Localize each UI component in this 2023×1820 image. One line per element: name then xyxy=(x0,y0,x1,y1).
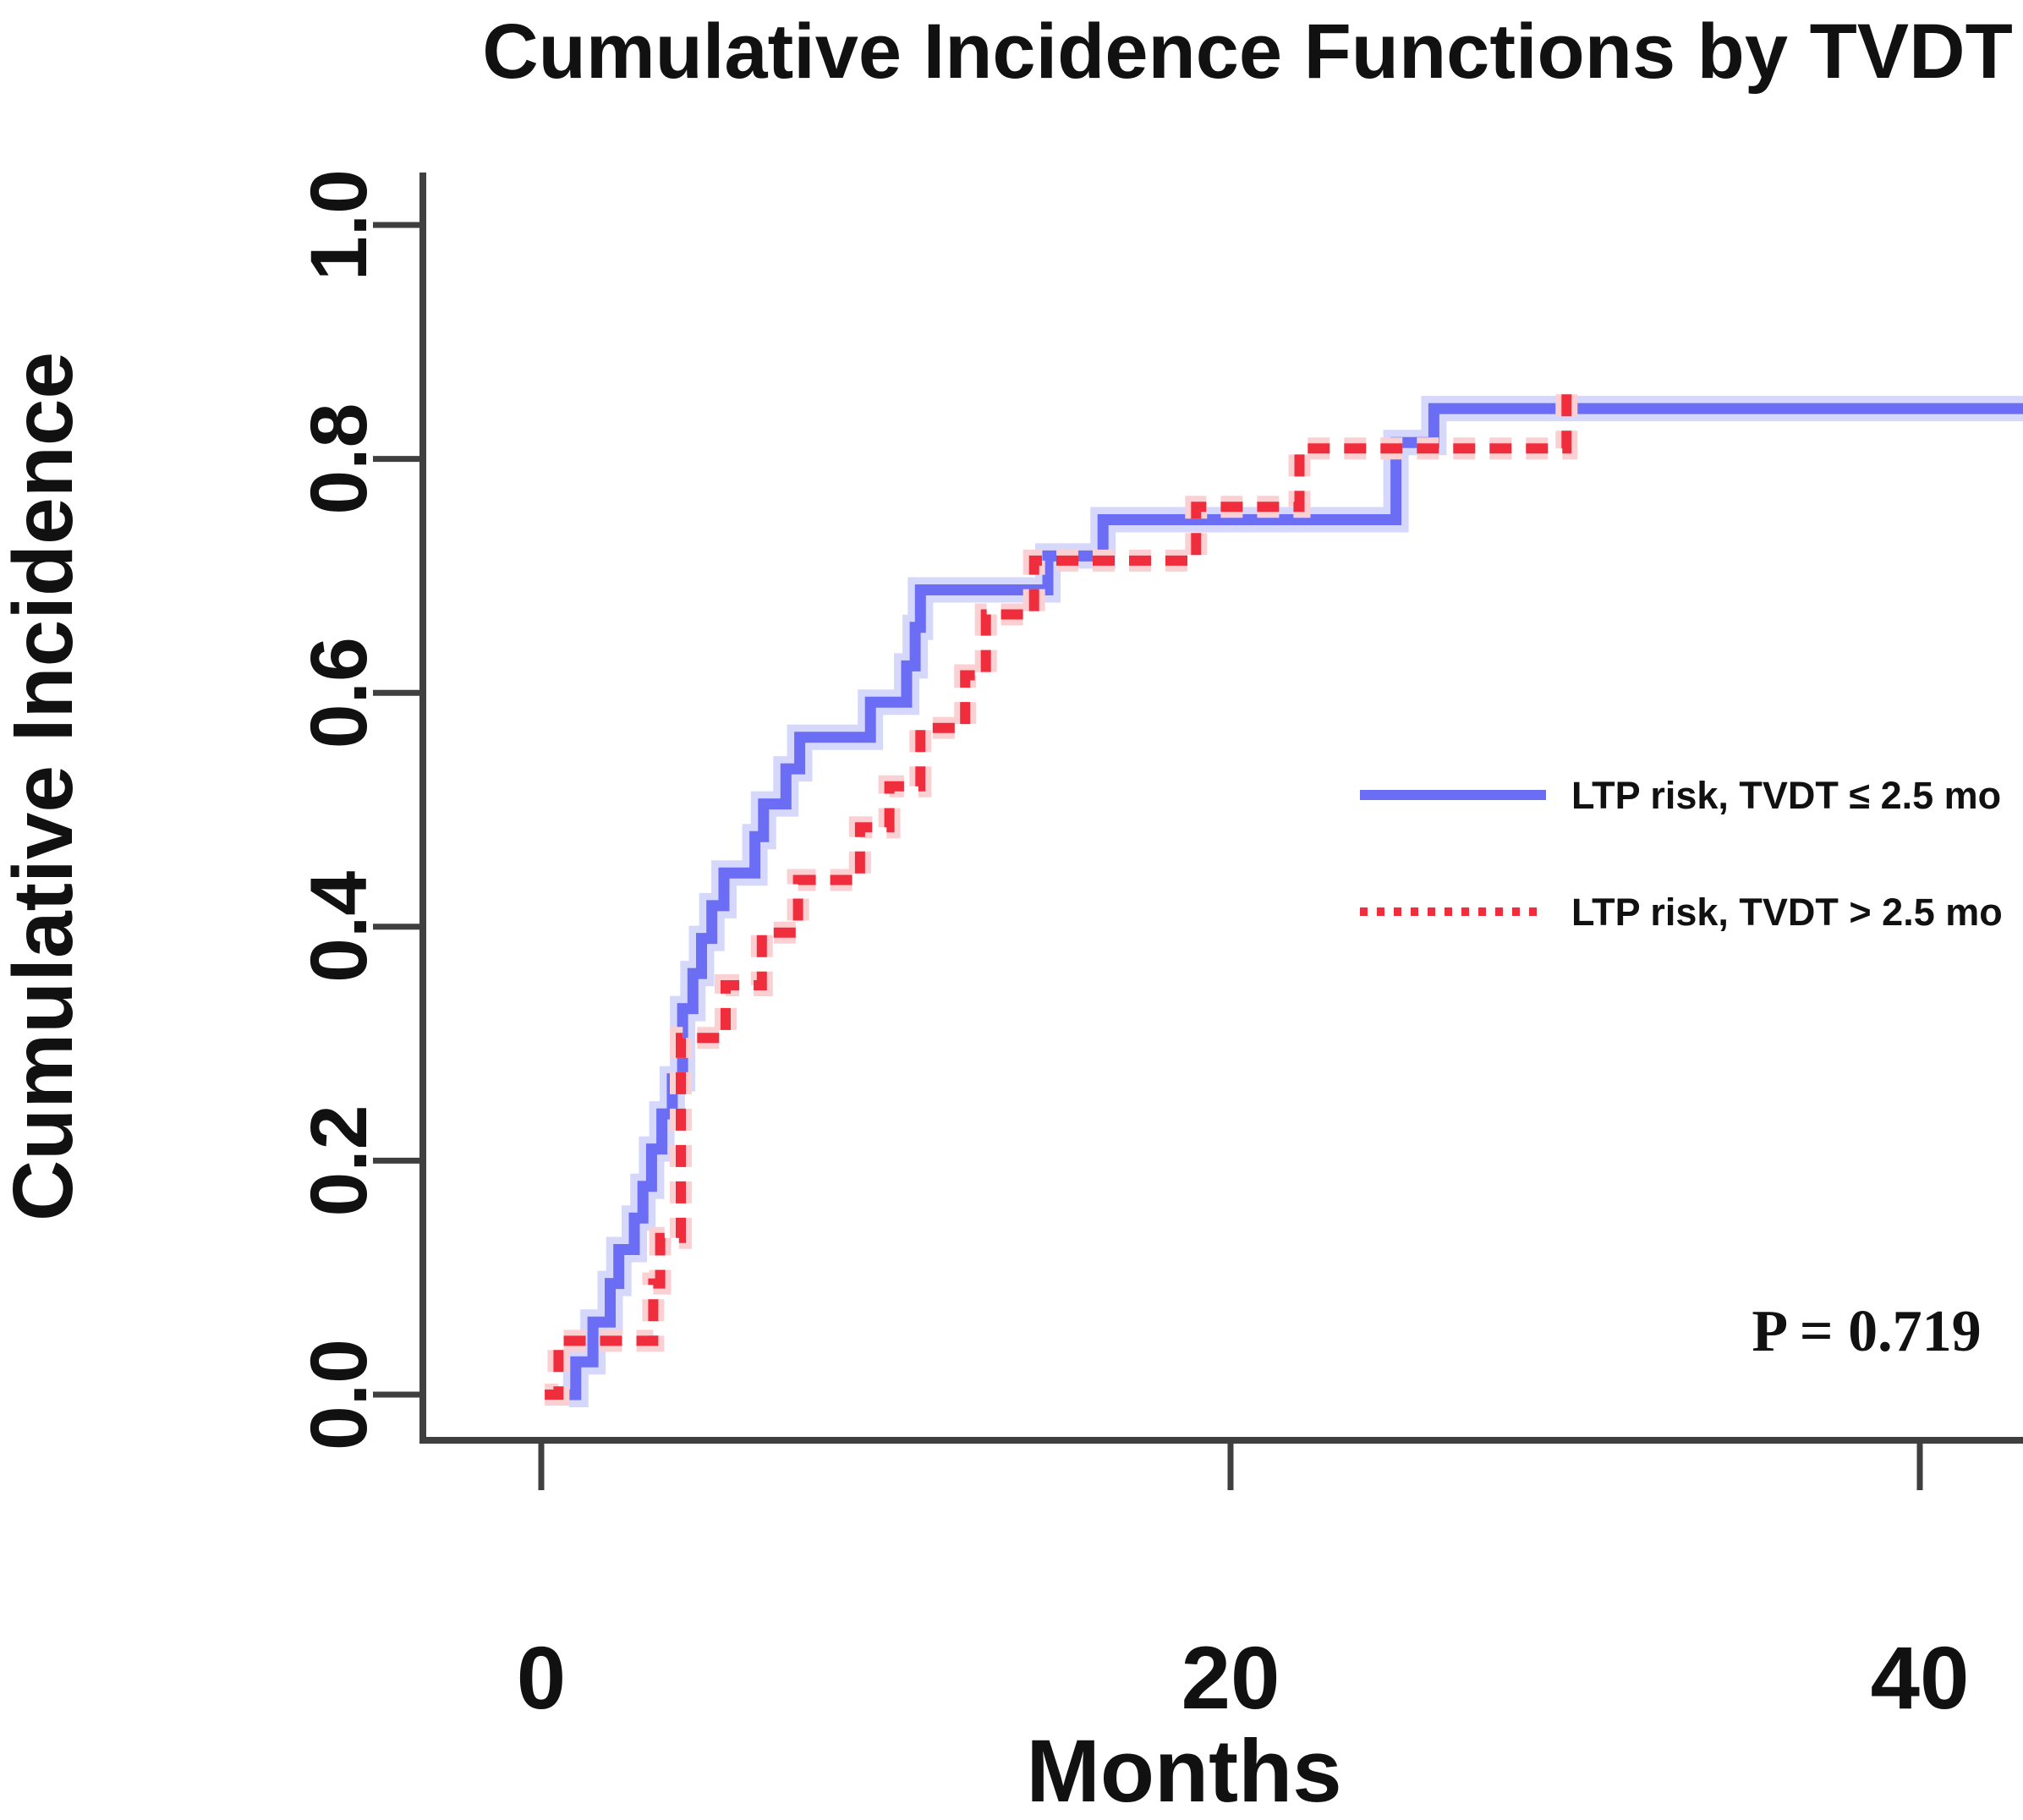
x-axis-label: Months xyxy=(1026,1722,1341,1820)
y-tick-label: 1.0 xyxy=(294,169,384,281)
red-curve-halo xyxy=(545,381,1578,1406)
x-tick-label: 20 xyxy=(1181,1629,1280,1728)
x-tick-label: 0 xyxy=(517,1629,566,1728)
y-tick-label: 0.0 xyxy=(294,1339,384,1450)
y-tick-label: 0.4 xyxy=(294,871,384,983)
x-tick-label: 40 xyxy=(1871,1629,1970,1728)
curve-ltp-tvdt-gt-2.5mo xyxy=(545,386,1572,1400)
y-tick-label: 0.2 xyxy=(294,1105,384,1216)
curves xyxy=(545,381,2023,1407)
axes: 0.0 0.2 0.4 0.6 0.8 1.0 0 20 40 xyxy=(294,169,2023,1728)
y-tick-label: 0.8 xyxy=(294,403,384,515)
p-value-annotation: P = 0.719 xyxy=(1752,1299,1981,1364)
axis-frame xyxy=(419,173,2023,1444)
y-tick-label: 0.6 xyxy=(294,637,384,748)
y-axis-label: Cumulative Incidence xyxy=(0,352,90,1221)
curve-ltp-tvdt-le-2.5mo xyxy=(568,403,2023,1401)
legend-label-tvdt-le-2.5: LTP risk, TVDT ≤ 2.5 mo xyxy=(1571,774,2001,817)
legend: LTP risk, TVDT ≤ 2.5 mo LTP risk, TVDT >… xyxy=(1360,774,2003,934)
chart-title: Cumulative Incidence Functions by TVDT xyxy=(482,8,2013,95)
legend-label-tvdt-gt-2.5: LTP risk, TVDT > 2.5 mo xyxy=(1571,891,2003,934)
